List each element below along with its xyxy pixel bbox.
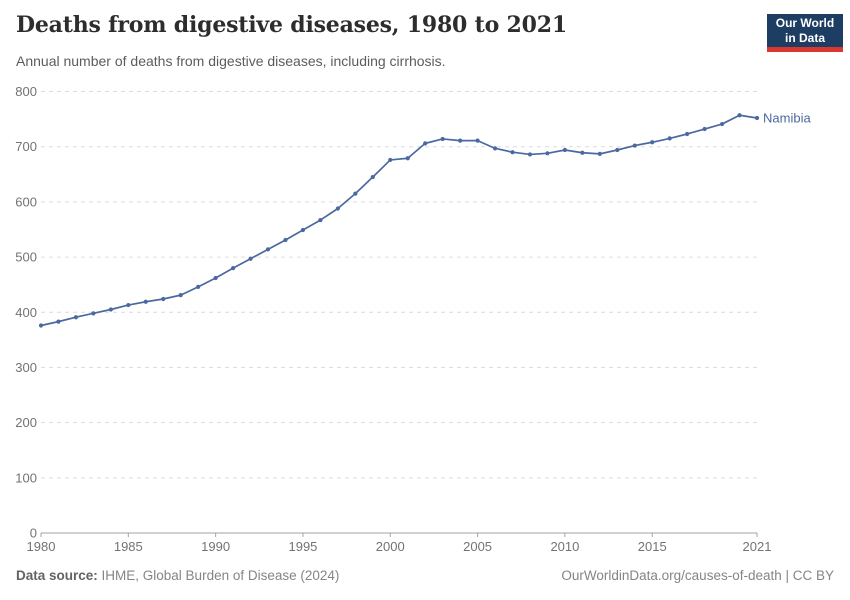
data-source: Data source: IHME, Global Burden of Dise…: [16, 568, 339, 583]
chart-subtitle: Annual number of deaths from digestive d…: [16, 53, 446, 69]
data-point: [545, 151, 550, 156]
owid-logo-line2: in Data: [784, 30, 825, 45]
data-point: [597, 151, 602, 156]
y-tick-label: 600: [15, 194, 37, 209]
data-point: [126, 302, 131, 308]
chart-footer: Data source: IHME, Global Burden of Dise…: [16, 568, 834, 583]
data-source-label: Data source:: [16, 568, 98, 583]
data-point: [702, 126, 707, 132]
x-tick-label: 2010: [550, 539, 579, 554]
y-tick-label: 0: [30, 526, 37, 541]
data-point: [405, 156, 410, 161]
data-point: [754, 115, 760, 121]
y-tick-label: 300: [15, 360, 37, 375]
data-point: [283, 237, 288, 243]
y-tick-label: 800: [15, 84, 37, 99]
data-point: [265, 247, 271, 252]
owid-logo: Our World in Data: [767, 14, 843, 52]
y-tick-label: 400: [15, 305, 37, 320]
data-point: [370, 174, 375, 180]
data-point: [527, 152, 533, 157]
plot-svg: 0 100 200 300 400 500 600 700 800 1980 1985 1990 199…: [15, 84, 811, 554]
owid-logo-line1: Our World: [775, 16, 835, 31]
data-point: [458, 138, 463, 143]
x-tick-label: 1980: [27, 539, 56, 554]
data-point: [580, 150, 585, 155]
data-point: [108, 307, 113, 312]
data-point: [492, 146, 498, 151]
data-point: [213, 275, 218, 281]
data-point: [178, 293, 183, 298]
data-point: [685, 131, 690, 137]
data-point: [440, 136, 445, 142]
data-point: [510, 150, 515, 155]
data-point: [38, 323, 44, 328]
data-point: [161, 296, 166, 302]
data-point: [667, 136, 672, 141]
credit-line: OurWorldinData.org/causes-of-death | CC …: [561, 568, 834, 583]
data-point: [562, 147, 568, 153]
data-point: [196, 284, 201, 289]
x-tick-label: 2015: [638, 539, 667, 554]
data-point: [56, 319, 61, 324]
data-point: [335, 206, 340, 211]
data-point: [300, 227, 306, 233]
data-point: [230, 266, 236, 271]
data-line: [40, 114, 758, 327]
data-point: [650, 140, 655, 145]
data-point: [388, 157, 393, 163]
data-point: [353, 191, 358, 196]
entity-label: Namibia: [763, 110, 811, 125]
data-point: [615, 147, 620, 153]
y-tick-label: 700: [15, 139, 37, 154]
data-point: [73, 315, 79, 320]
x-tick-label: 1985: [114, 539, 143, 554]
data-point: [737, 113, 742, 118]
data-point: [423, 141, 428, 146]
data-point: [632, 143, 637, 148]
data-point: [719, 121, 725, 127]
data-point: [248, 256, 253, 261]
data-source-text: IHME, Global Burden of Disease (2024): [97, 568, 340, 583]
x-tick-label: 2000: [376, 539, 405, 554]
data-point: [475, 138, 480, 143]
y-tick-label: 500: [15, 250, 37, 265]
data-point: [91, 311, 96, 316]
y-tick-label: 100: [15, 470, 37, 485]
x-tick-label: 2005: [463, 539, 492, 554]
y-tick-label: 200: [15, 415, 37, 430]
data-point: [318, 217, 323, 223]
data-point: [143, 299, 148, 304]
x-tick-label: 1990: [201, 539, 230, 554]
x-tick-label: 2021: [743, 539, 772, 554]
x-tick-label: 1995: [288, 539, 317, 554]
chart-title: Deaths from digestive diseases, 1980 to …: [16, 12, 567, 38]
